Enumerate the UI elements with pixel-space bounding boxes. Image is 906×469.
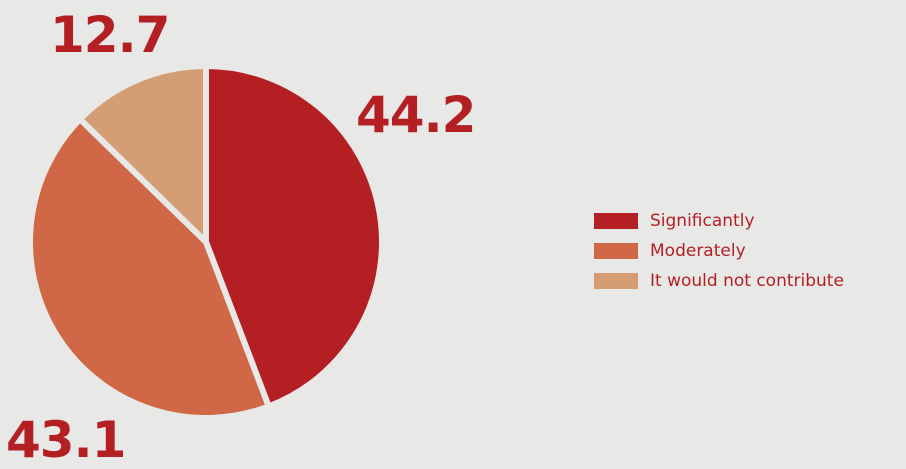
legend-item-significantly: Significantly: [594, 206, 844, 236]
pie-slice-would-not-contribute: [75, 62, 209, 250]
legend-item-moderately: Moderately: [594, 236, 844, 266]
legend-label-significantly: Significantly: [650, 211, 755, 231]
legend-swatch-moderately: [594, 243, 638, 259]
legend-item-would-not-contribute: It would not contribute: [594, 266, 844, 296]
legend-label-would-not-contribute: It would not contribute: [650, 271, 844, 291]
data-label-would-not-contribute: 12.7: [50, 6, 170, 64]
data-label-significantly: 44.2: [356, 86, 476, 144]
legend-swatch-would-not-contribute: [594, 273, 638, 289]
pie-slice-significantly: [203, 62, 385, 411]
legend: Significantly Moderately It would not co…: [594, 206, 844, 296]
legend-label-moderately: Moderately: [650, 241, 746, 261]
legend-swatch-significantly: [594, 213, 638, 229]
data-label-moderately: 43.1: [6, 411, 126, 469]
pie-slice-moderately: [27, 114, 273, 421]
